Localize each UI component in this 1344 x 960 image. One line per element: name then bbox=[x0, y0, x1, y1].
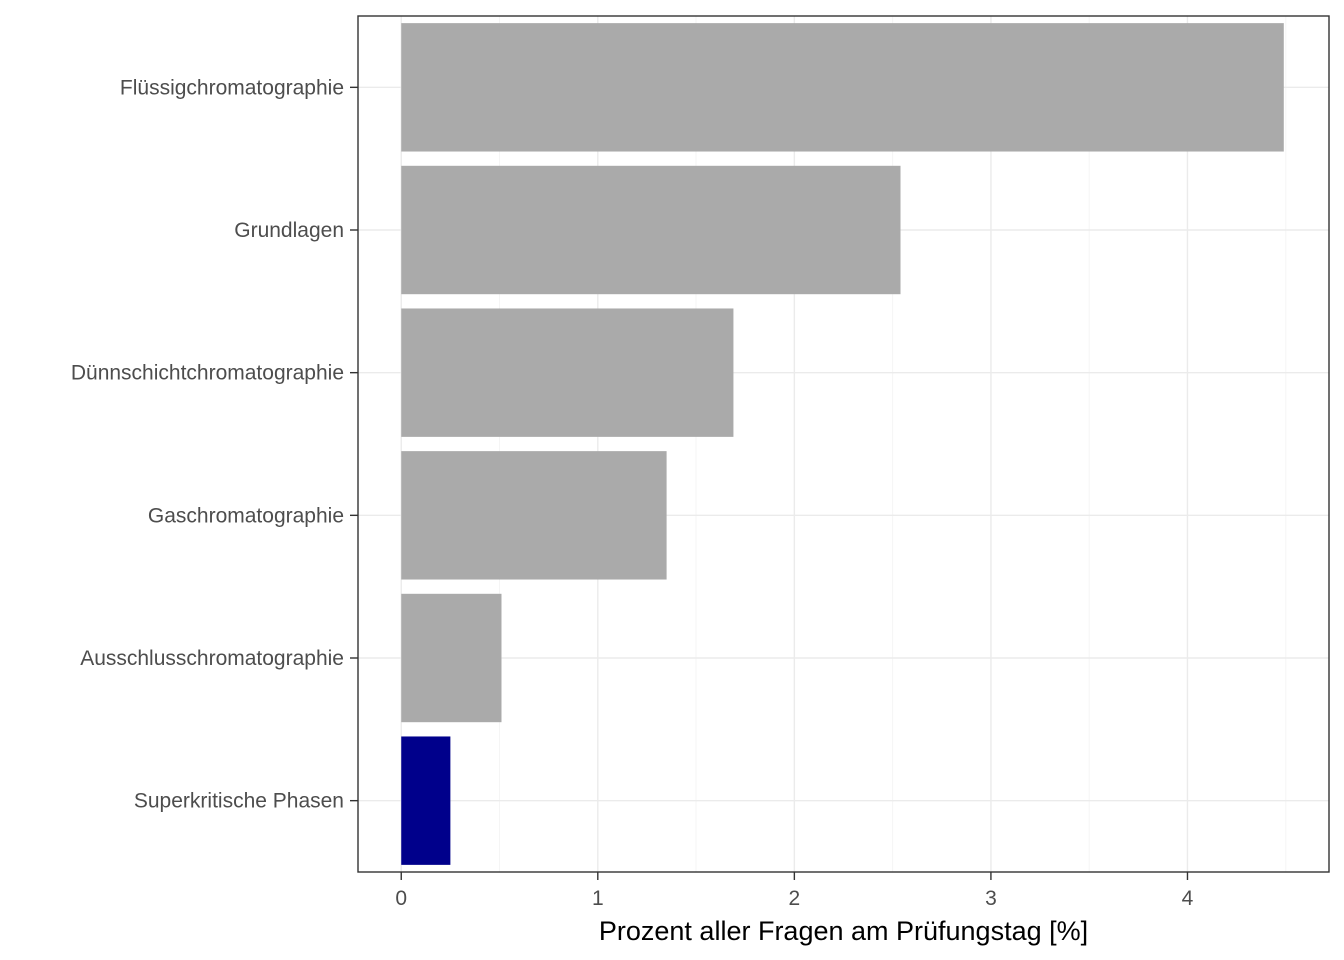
y-tick-label: Gaschromatographie bbox=[148, 504, 344, 527]
x-tick-label: 3 bbox=[985, 887, 997, 910]
x-tick-label: 0 bbox=[395, 887, 407, 910]
bar-dünnschichtchromatographie bbox=[401, 308, 734, 437]
x-tick-label: 1 bbox=[592, 887, 604, 910]
x-tick-label: 4 bbox=[1182, 887, 1194, 910]
bar-gaschromatographie bbox=[401, 451, 667, 580]
y-tick-label: Ausschlusschromatographie bbox=[80, 647, 344, 670]
y-tick-label: Flüssigchromatographie bbox=[120, 76, 344, 99]
y-axis: Flüssigchromatographie Grundlagen Dünnschi… bbox=[71, 76, 358, 813]
y-tick-label: Dünnschichtchromatographie bbox=[71, 362, 344, 385]
x-axis-title: Prozent aller Fragen am Prüfungstag [%] bbox=[599, 916, 1088, 946]
bar-grundlagen bbox=[401, 165, 901, 295]
y-tick-label: Superkritische Phasen bbox=[134, 790, 344, 813]
bars bbox=[401, 23, 1284, 865]
bar-flüssigchromatographie bbox=[401, 23, 1284, 152]
panel-border bbox=[357, 15, 1330, 873]
x-axis: 0 1 2 3 4 bbox=[395, 872, 1194, 910]
bar-ausschlusschromatographie bbox=[401, 593, 502, 723]
y-tick-label: Grundlagen bbox=[234, 219, 344, 242]
x-tick-label: 2 bbox=[789, 887, 801, 910]
bar-superkritische-phasen bbox=[401, 736, 451, 865]
